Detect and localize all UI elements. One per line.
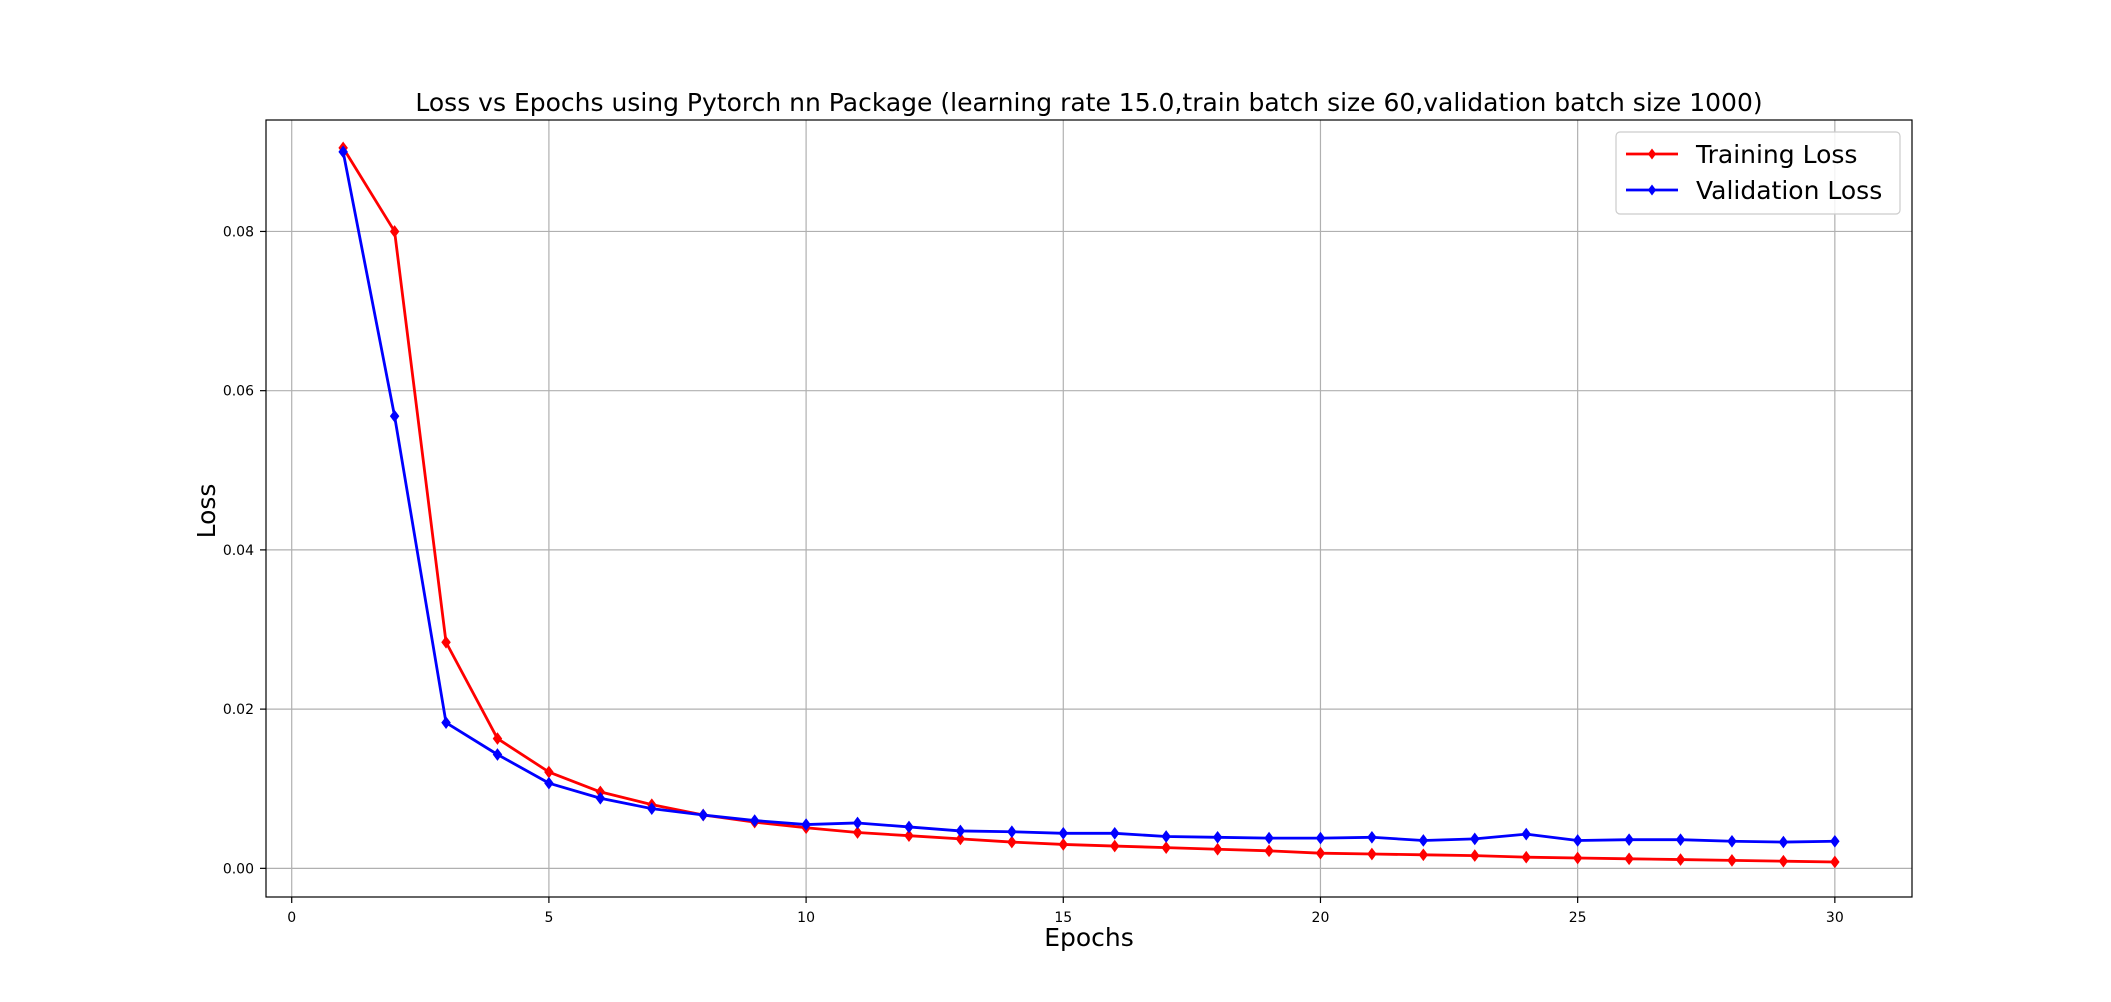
data-point [749, 814, 760, 827]
data-point [1212, 830, 1223, 844]
plot-frame [265, 119, 1913, 898]
data-point [1830, 834, 1840, 848]
data-point [1264, 831, 1274, 845]
data-point [904, 829, 914, 843]
data-point [1675, 853, 1686, 866]
data-point [492, 732, 503, 745]
data-point [904, 820, 914, 834]
data-point [1418, 848, 1429, 862]
data-point [1778, 835, 1789, 849]
data-point [1521, 850, 1531, 864]
series-training-loss [338, 141, 1840, 869]
series-line [341, 147, 1835, 864]
x-tick-label: 25 [1569, 910, 1587, 926]
data-point [1161, 830, 1171, 843]
data-point [955, 832, 966, 846]
x-tick-label: 30 [1826, 910, 1844, 926]
data-point [441, 635, 451, 649]
data-point [1675, 833, 1686, 847]
data-point [852, 816, 863, 830]
data-point [1161, 841, 1171, 854]
legend-label: Training Loss [1695, 140, 1857, 169]
data-point [544, 776, 554, 790]
data-point [389, 409, 400, 423]
y-tick-label: 0.00 [223, 861, 254, 877]
data-point [801, 818, 811, 831]
y-tick-label: 0.04 [223, 543, 254, 559]
data-point [1007, 825, 1017, 839]
legend-marker [1647, 148, 1657, 160]
data-point [647, 802, 657, 815]
data-point [852, 826, 863, 839]
series-group [338, 141, 1840, 869]
data-point [1830, 855, 1840, 869]
data-point [1315, 846, 1326, 860]
data-point [1418, 834, 1429, 847]
data-point [1572, 851, 1583, 865]
x-tick-label: 20 [1312, 910, 1330, 926]
chart-title: Loss vs Epochs using Pytorch nn Package … [415, 88, 1762, 117]
data-point [1470, 849, 1480, 862]
data-point [389, 225, 400, 238]
data-point [338, 145, 348, 159]
data-point [1109, 826, 1120, 840]
data-point [544, 765, 554, 779]
data-point [1727, 834, 1737, 848]
x-tick-label: 10 [797, 910, 815, 926]
data-point [1778, 854, 1789, 868]
data-point [1367, 830, 1377, 844]
grid [266, 120, 1912, 897]
legend: Training Loss Validation Loss [1615, 131, 1901, 215]
data-point [1727, 854, 1737, 867]
y-tick-label: 0.06 [223, 384, 254, 400]
x-axis-label: Epochs [1044, 923, 1134, 952]
legend-label: Validation Loss [1696, 176, 1882, 205]
axis-ticks: 0 5 10 15 20 25 30 0.00 0.02 0.04 0.06 0.08 [223, 224, 1844, 926]
data-point [1212, 842, 1223, 856]
data-point [441, 716, 451, 729]
data-point [1470, 832, 1480, 846]
data-point [1007, 835, 1017, 849]
x-tick-label: 5 [544, 910, 553, 926]
data-point [492, 748, 503, 761]
data-point [1521, 827, 1531, 841]
data-point [1109, 839, 1120, 853]
data-point [1624, 852, 1634, 866]
data-point [1315, 831, 1326, 845]
data-point [1058, 826, 1069, 840]
data-point [1058, 838, 1069, 851]
y-tick-label: 0.08 [223, 224, 254, 240]
series-line [341, 151, 1835, 844]
series-validation-loss [338, 145, 1840, 849]
data-point [1624, 833, 1634, 847]
y-tick-label: 0.02 [223, 702, 254, 718]
legend-box [1615, 131, 1901, 215]
data-point [595, 791, 606, 805]
x-tick-label: 0 [287, 910, 296, 926]
data-point [955, 824, 966, 838]
x-tick-label: 15 [1054, 910, 1072, 926]
data-point [1572, 834, 1583, 847]
data-point [698, 808, 708, 822]
y-axis-label: Loss [192, 484, 221, 539]
data-point [1367, 847, 1377, 861]
data-point [1264, 844, 1274, 858]
legend-marker [1647, 184, 1657, 196]
